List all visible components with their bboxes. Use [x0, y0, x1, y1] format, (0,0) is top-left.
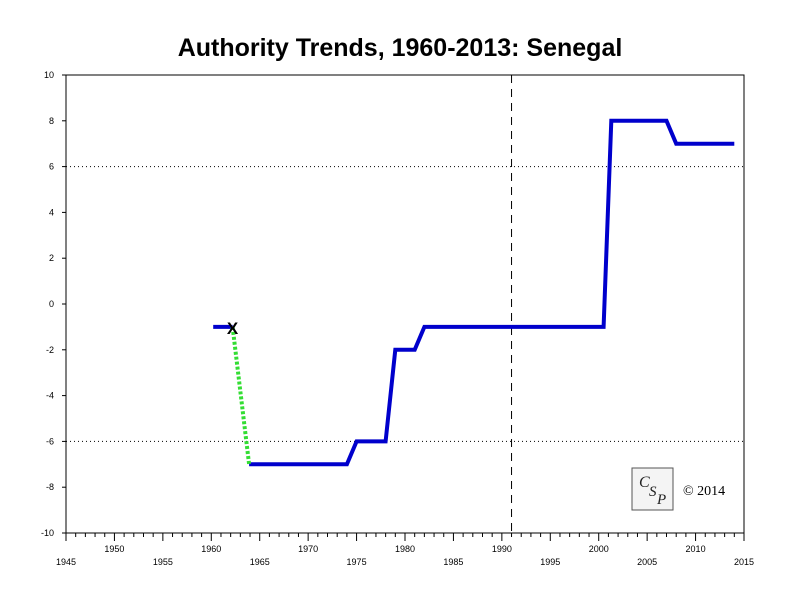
x-tick-label: 1970	[298, 544, 318, 554]
x-tick-label: 1950	[104, 544, 124, 554]
svg-text:P: P	[656, 492, 666, 508]
csp-logo: C S P	[631, 467, 674, 511]
y-tick-label: 2	[49, 253, 54, 263]
authority-line	[249, 118, 735, 467]
x-tick-label: 1980	[395, 544, 415, 554]
chart-title: Authority Trends, 1960-2013: Senegal	[177, 34, 623, 62]
copyright-text: © 2014	[683, 484, 725, 499]
plot-frame	[65, 74, 745, 534]
y-tick-label: -6	[46, 436, 54, 446]
y-tick-label: 8	[49, 116, 54, 126]
y-tick-label: 10	[44, 70, 54, 80]
y-tick-label: -2	[46, 345, 54, 355]
x-tick-label: 2010	[686, 544, 706, 554]
x-tick-label: 1995	[540, 557, 560, 567]
x-tick-label: 1960	[201, 544, 221, 554]
x-marker: X	[227, 319, 239, 338]
x-tick-label: 2000	[589, 544, 609, 554]
y-tick-label: 6	[49, 162, 54, 172]
x-tick-label: 2005	[637, 557, 657, 567]
x-tick-label: 1990	[492, 544, 512, 554]
x-tick-label: 2015	[734, 557, 754, 567]
y-tick-label: 4	[49, 207, 54, 217]
svg-text:C: C	[639, 474, 650, 491]
reference-lines	[66, 75, 744, 533]
y-tick-label: -10	[41, 528, 54, 538]
y-tick-label: -4	[46, 391, 54, 401]
axes: -10 -8 -6 -4 -2 0 2 4 6 8 10 1945 1950 1955 1960 1965 19…	[41, 70, 754, 567]
x-tick-label: 1985	[443, 557, 463, 567]
x-tick-label: 1965	[250, 557, 270, 567]
series	[213, 118, 735, 467]
x-tick-label: 1945	[56, 557, 76, 567]
y-tick-label: 0	[49, 299, 54, 309]
transition-line	[230, 326, 252, 465]
y-tick-label: -8	[46, 482, 54, 492]
annotations: X	[227, 319, 239, 338]
svg-text:S: S	[649, 484, 657, 500]
x-tick-label: 1955	[153, 557, 173, 567]
x-tick-label: 1975	[347, 557, 367, 567]
